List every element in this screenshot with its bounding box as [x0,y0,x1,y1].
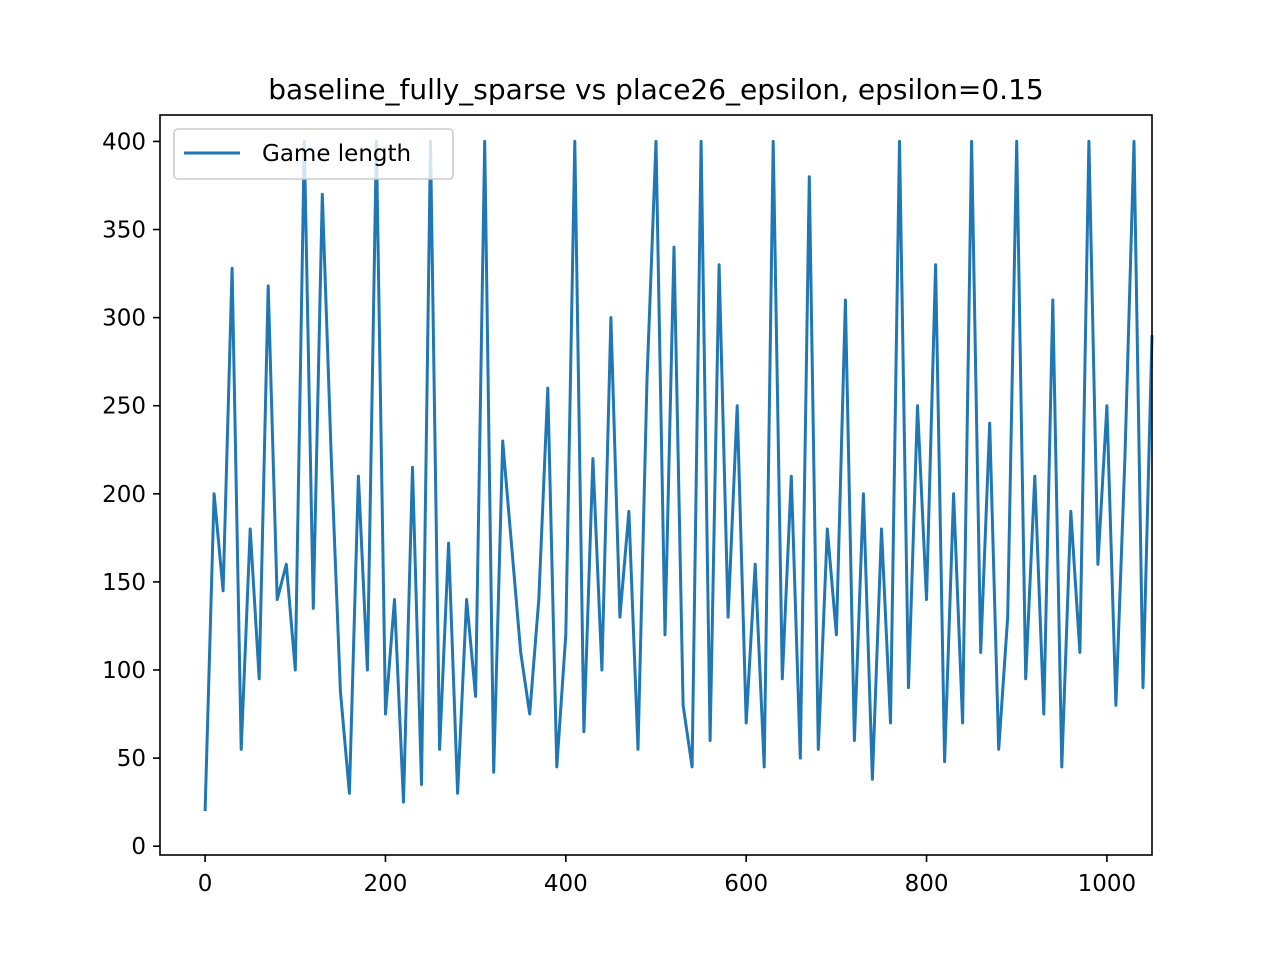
legend-label: Game length [262,141,411,167]
x-tick-label: 800 [905,871,949,897]
y-tick-label: 150 [102,570,146,596]
x-tick-label: 0 [198,871,213,897]
plot-frame [159,114,1153,856]
y-tick-label: 250 [102,394,146,420]
series-layer [203,139,1154,812]
series-line-0 [203,139,1154,812]
chart-title: baseline_fully_sparse vs place26_epsilon… [268,73,1043,106]
x-tick-label: 400 [544,871,588,897]
y-tick-label: 350 [102,218,146,244]
axes-layer: 0 200 400 600 800 1000 0 50 100 150 200 250 300 350 40… [102,114,1153,897]
legend: Game length [173,128,454,180]
x-tick-label: 1000 [1078,871,1137,897]
y-tick-label: 200 [102,482,146,508]
legend-box [173,128,454,180]
x-tick-label: 200 [364,871,408,897]
y-tick-label: 100 [102,658,146,684]
x-tick-label: 600 [724,871,768,897]
y-tick-label: 50 [117,746,146,772]
y-tick-label: 300 [102,306,146,332]
y-tick-label: 400 [102,129,146,155]
y-tick-label: 0 [131,834,146,860]
